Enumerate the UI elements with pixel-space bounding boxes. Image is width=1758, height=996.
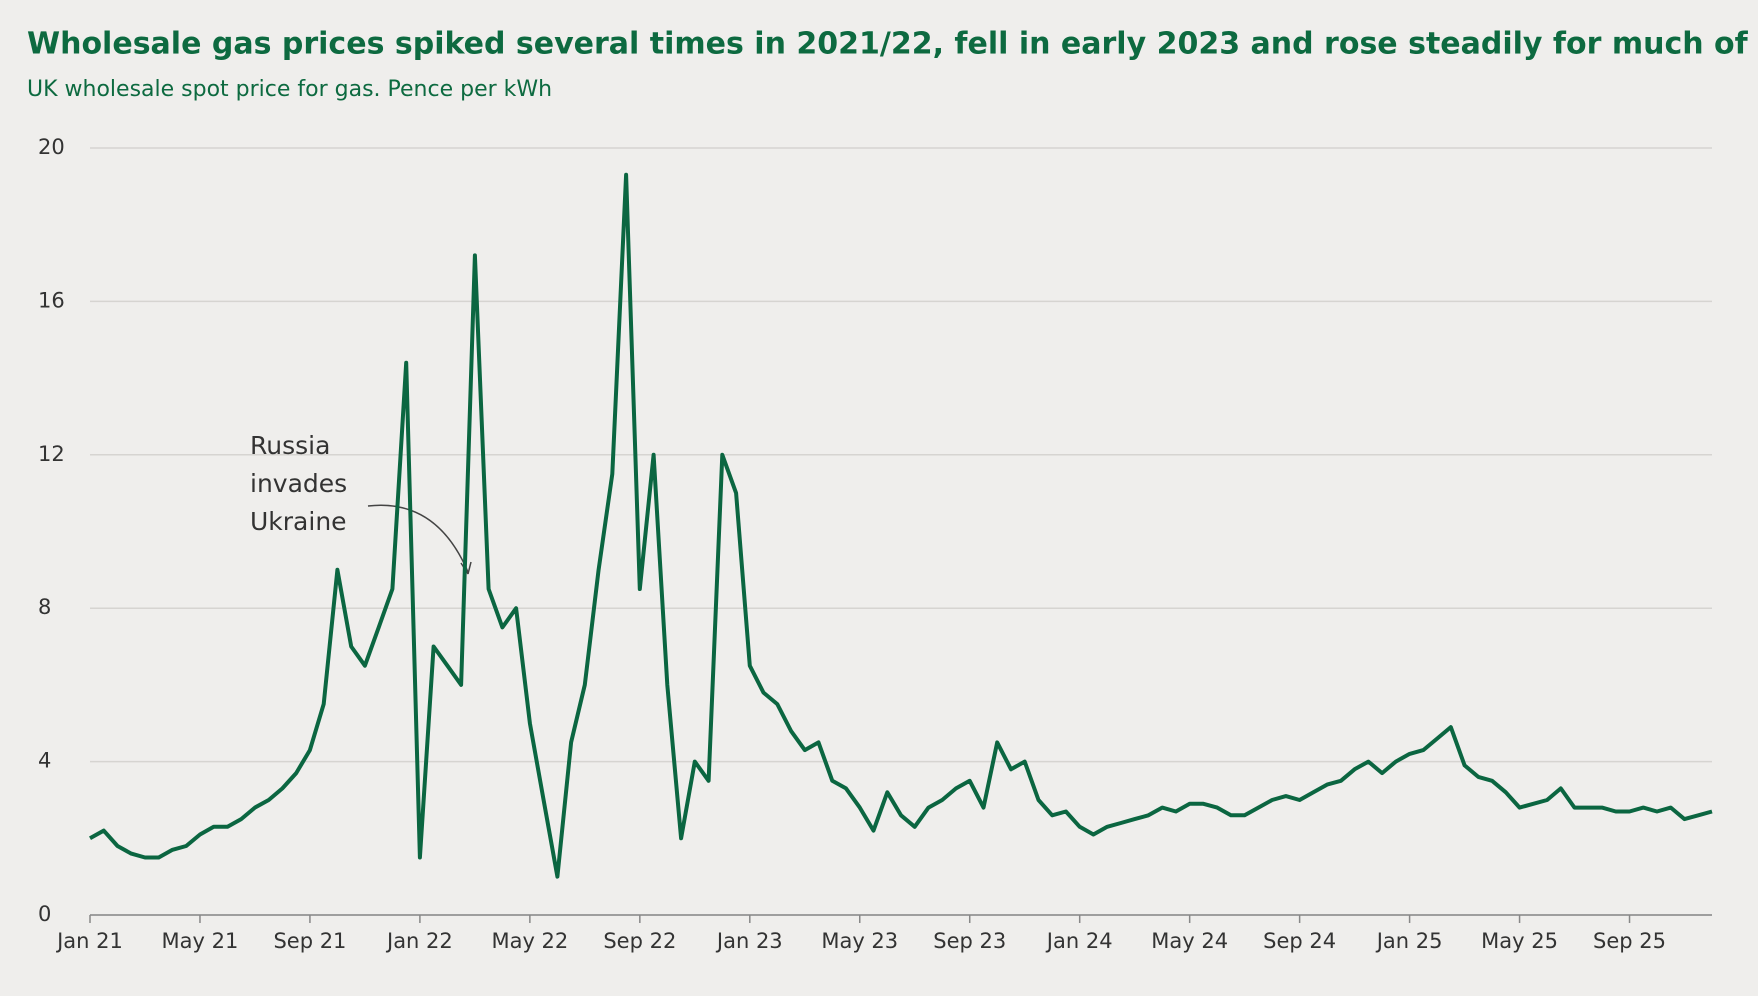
line-series	[89, 172, 1713, 879]
y-tick-label: 4	[38, 749, 51, 773]
x-tick-label: Sep 23	[933, 929, 1006, 953]
chart-subtitle: UK wholesale spot price for gas. Pence p…	[27, 77, 552, 102]
x-tick-label: Sep 22	[603, 929, 676, 953]
x-tick-label: May 24	[1151, 929, 1228, 953]
annotation: Ukraine	[250, 507, 347, 536]
x-tick-label: Jan 25	[1375, 929, 1443, 953]
y-tick-label: 12	[38, 442, 65, 466]
x-tick-label: Jan 21	[55, 929, 123, 953]
y-tick-label: 16	[38, 288, 65, 312]
annotation: invades	[250, 469, 347, 498]
annotation-arrow	[367, 504, 469, 573]
x-tick-label: Jan 22	[385, 929, 453, 953]
x-tick-label: Sep 25	[1593, 929, 1666, 953]
x-tick-label: Jan 23	[715, 929, 783, 953]
x-tick-label: May 23	[821, 929, 898, 953]
x-tick-label: May 21	[162, 929, 239, 953]
annotation: Russia	[250, 431, 330, 460]
x-tick-label: Sep 24	[1263, 929, 1336, 953]
y-tick-label: 0	[38, 902, 51, 926]
x-tick-label: May 22	[491, 929, 568, 953]
y-tick-label: 20	[38, 135, 65, 159]
y-tick-label: 8	[38, 595, 51, 619]
x-tick-label: May 25	[1481, 929, 1558, 953]
x-tick-label: Sep 21	[273, 929, 346, 953]
chart-title: Wholesale gas prices spiked several time…	[27, 27, 1758, 62]
x-tick-label: Jan 24	[1045, 929, 1113, 953]
